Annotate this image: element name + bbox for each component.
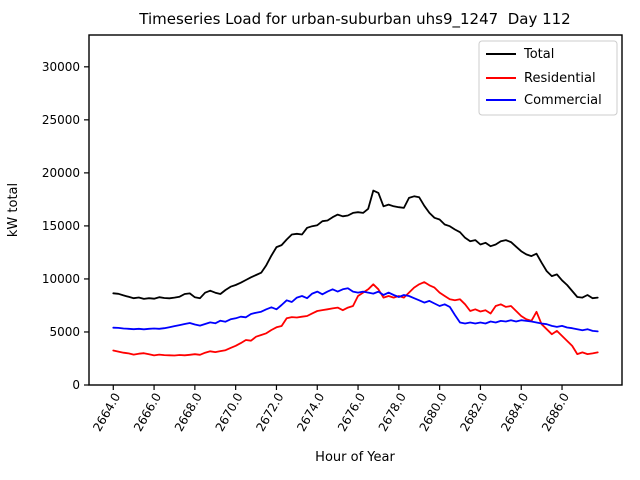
axes-border <box>88 34 623 386</box>
series-line-residential <box>112 281 599 357</box>
y-tick-label: 20000 <box>42 166 80 180</box>
y-tick-label: 10000 <box>42 272 80 286</box>
legend-box <box>478 40 618 116</box>
series-line-commercial <box>112 287 599 333</box>
y-tick-label: 0 <box>72 378 80 392</box>
y-axis-label: kW total <box>6 183 21 237</box>
legend-label-residential: Residential <box>524 71 596 86</box>
legend-label-total: Total <box>523 47 554 62</box>
series-line-total <box>112 189 599 300</box>
y-tick-label: 30000 <box>42 60 80 74</box>
series-lines <box>112 189 599 357</box>
y-tick-label: 5000 <box>49 325 80 339</box>
y-tick-label: 15000 <box>42 219 80 233</box>
legend: Total Residential Commercial <box>478 40 618 116</box>
x-axis-label: Hour of Year <box>315 450 395 465</box>
legend-label-commercial: Commercial <box>524 93 602 108</box>
chart-title: Timeseries Load for urban-suburban uhs9_… <box>138 10 570 29</box>
y-tick-label: 25000 <box>42 113 80 127</box>
